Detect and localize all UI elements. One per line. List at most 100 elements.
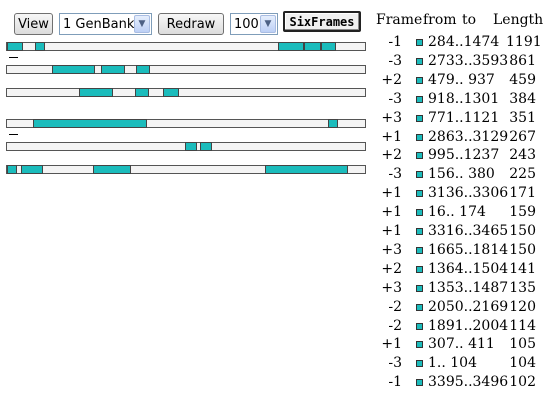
orf-color-swatch[interactable] (416, 209, 423, 217)
orf-segment[interactable] (200, 142, 212, 151)
row-frame: -1 (388, 34, 402, 50)
table-row[interactable]: +2 479.. 937 459 (370, 72, 547, 91)
orf-color-swatch[interactable] (416, 171, 423, 179)
table-row[interactable]: +1 2863..3129 267 (370, 129, 547, 148)
sixframes-button[interactable]: SixFrames (283, 11, 361, 32)
chevron-down-icon[interactable]: ▼ (260, 15, 276, 33)
row-length: 135 (509, 279, 536, 296)
row-frame: -3 (388, 166, 402, 183)
orf-segment[interactable] (52, 65, 95, 74)
table-row[interactable]: +1 307.. 411 105 (370, 336, 547, 355)
row-length: 171 (509, 185, 536, 202)
orf-segment[interactable] (328, 119, 338, 128)
orf-color-swatch[interactable] (416, 322, 423, 330)
row-length: 120 (509, 298, 536, 315)
row-frame: -3 (388, 52, 402, 69)
table-row[interactable]: -3 156.. 380 225 (370, 166, 547, 185)
row-length: 150 (509, 223, 536, 239)
row-length: 159 (509, 204, 536, 221)
orf-color-swatch[interactable] (416, 76, 423, 84)
orf-color-swatch[interactable] (416, 303, 423, 311)
row-range: 16.. 174 (428, 204, 486, 221)
table-row[interactable]: -1 3395..3496 102 (370, 374, 547, 393)
table-row[interactable]: +1 16.. 174 159 (370, 204, 547, 223)
row-range: 1353..1487 (428, 279, 509, 296)
orf-segment[interactable] (278, 42, 304, 51)
orf-segment[interactable] (135, 88, 149, 97)
header-to: to (462, 12, 477, 28)
row-range: 1364..1504 (428, 260, 509, 277)
row-frame: +1 (381, 204, 402, 221)
row-length: 141 (509, 260, 536, 277)
table-row[interactable]: +3 1665..1814 150 (370, 242, 547, 261)
table-row[interactable]: +1 3136..3306 171 (370, 185, 547, 204)
orf-color-swatch[interactable] (416, 190, 423, 198)
row-length: 150 (509, 241, 536, 258)
orf-color-swatch[interactable] (416, 379, 423, 387)
orf-segment[interactable] (7, 42, 23, 51)
orf-color-swatch[interactable] (416, 57, 423, 65)
row-range: 2863..3129 (428, 128, 509, 145)
orf-segment[interactable] (93, 165, 131, 174)
orf-color-swatch[interactable] (416, 95, 423, 103)
row-range: 156.. 380 (428, 166, 495, 183)
orf-segment[interactable] (79, 88, 113, 97)
orf-segment[interactable] (163, 88, 179, 97)
orf-segment[interactable] (185, 142, 197, 151)
orf-segment[interactable] (21, 165, 43, 174)
genbank-select[interactable]: 1 GenBank ▼ (59, 13, 152, 35)
row-length: 105 (509, 336, 536, 353)
count-select[interactable]: 100 ▼ (230, 13, 278, 35)
row-frame: -3 (388, 355, 402, 372)
table-row[interactable]: -3 2733..3593 861 (370, 53, 547, 72)
row-range: 995..1237 (428, 147, 500, 164)
count-select-value: 100 (234, 16, 259, 32)
row-frame: +1 (381, 128, 402, 145)
table-row[interactable]: -2 1891..2004 114 (370, 318, 547, 337)
frame-track (6, 65, 366, 74)
track-marker (9, 134, 18, 135)
orf-segment[interactable] (304, 42, 321, 51)
orf-segment[interactable] (265, 165, 348, 174)
table-row[interactable]: -2 2050..2169 120 (370, 299, 547, 318)
orf-color-swatch[interactable] (416, 341, 423, 349)
orf-color-swatch[interactable] (416, 265, 423, 273)
orf-segment[interactable] (7, 165, 17, 174)
table-row[interactable]: +1 3316..3465 150 (370, 223, 547, 242)
table-row[interactable]: -1 284..1474 1191 (370, 34, 547, 53)
orf-map (6, 42, 366, 174)
orf-color-swatch[interactable] (416, 114, 423, 122)
orf-color-swatch[interactable] (416, 152, 423, 160)
table-row[interactable]: -3 918..1301 384 (370, 91, 547, 110)
redraw-button[interactable]: Redraw (158, 13, 224, 35)
orf-segment[interactable] (321, 42, 336, 51)
row-range: 918..1301 (428, 90, 500, 107)
orf-color-swatch[interactable] (416, 228, 423, 235)
chevron-down-icon[interactable]: ▼ (134, 15, 150, 33)
table-row[interactable]: +2 995..1237 243 (370, 147, 547, 166)
frame-track (6, 165, 366, 174)
table-row[interactable]: +3 1353..1487 135 (370, 280, 547, 299)
row-length: 225 (509, 166, 536, 183)
orf-segment[interactable] (35, 42, 45, 51)
orf-segment[interactable] (136, 65, 150, 74)
genbank-select-value: 1 GenBank (63, 16, 135, 32)
orf-color-swatch[interactable] (416, 133, 423, 141)
view-button[interactable]: View (14, 13, 53, 35)
table-row[interactable]: -3 1.. 104 104 (370, 355, 547, 374)
header-length: Length (493, 12, 544, 28)
row-range: 3395..3496 (428, 374, 509, 391)
row-length: 267 (509, 128, 536, 145)
row-frame: +1 (381, 185, 402, 202)
orf-segment[interactable] (101, 65, 125, 74)
row-frame: +1 (381, 336, 402, 353)
orf-color-swatch[interactable] (416, 246, 423, 254)
row-length: 102 (509, 374, 536, 391)
row-range: 3136..3306 (428, 185, 509, 202)
orf-color-swatch[interactable] (416, 39, 423, 46)
table-row[interactable]: +3 771..1121 351 (370, 110, 547, 129)
orf-color-swatch[interactable] (416, 284, 423, 292)
orf-segment[interactable] (33, 119, 147, 128)
orf-color-swatch[interactable] (416, 360, 423, 368)
table-row[interactable]: +2 1364..1504 141 (370, 261, 547, 280)
